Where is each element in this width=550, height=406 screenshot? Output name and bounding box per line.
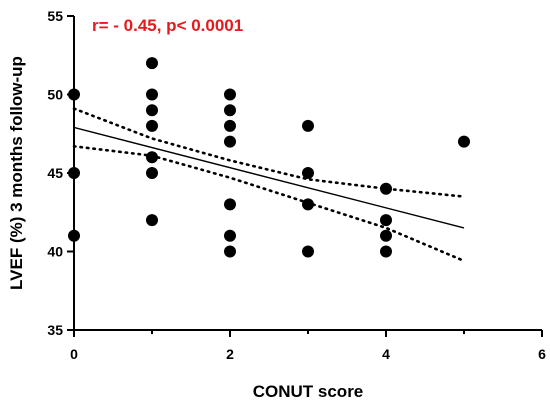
correlation-annotation: r= - 0.45, p< 0.0001 [92, 16, 243, 35]
regression-line [73, 126, 465, 229]
axes [67, 15, 543, 337]
data-point [380, 214, 392, 227]
x-tick-label: 4 [382, 346, 390, 362]
data-point [146, 57, 158, 70]
data-point [302, 245, 314, 258]
y-tick-label: 35 [47, 322, 63, 338]
y-tick-label: 40 [47, 244, 63, 260]
data-point [224, 119, 236, 132]
y-tick-label: 50 [47, 87, 63, 103]
confidence-band [72, 107, 466, 263]
x-axis-title: CONUT score [253, 382, 364, 401]
x-tick-label: 6 [538, 346, 546, 362]
y-tick-label: 55 [47, 8, 63, 24]
data-point [146, 151, 158, 164]
data-point [146, 119, 158, 132]
data-point [146, 88, 158, 101]
y-axis-title: LVEF (%) 3 months follow-up [7, 56, 26, 290]
data-point [458, 135, 470, 148]
data-point [380, 229, 392, 242]
data-points [68, 57, 470, 258]
data-point [224, 135, 236, 148]
data-point [146, 104, 158, 117]
data-point [380, 245, 392, 258]
regression-line-group [73, 126, 465, 229]
confidence-band-lower [72, 145, 466, 263]
data-point [224, 104, 236, 117]
data-point [302, 119, 314, 132]
data-point [146, 167, 158, 179]
data-point [302, 167, 314, 179]
y-tick-label: 45 [47, 165, 63, 181]
data-point [224, 229, 236, 242]
data-point [380, 182, 392, 195]
data-point [146, 214, 158, 227]
data-point [224, 245, 236, 258]
data-point [302, 198, 314, 211]
x-tick-label: 2 [226, 346, 234, 362]
data-point [224, 88, 236, 101]
data-point [224, 198, 236, 211]
tick-labels: 35 40 45 50 55 0 2 4 6 [47, 8, 546, 362]
x-tick-label: 0 [70, 346, 78, 362]
